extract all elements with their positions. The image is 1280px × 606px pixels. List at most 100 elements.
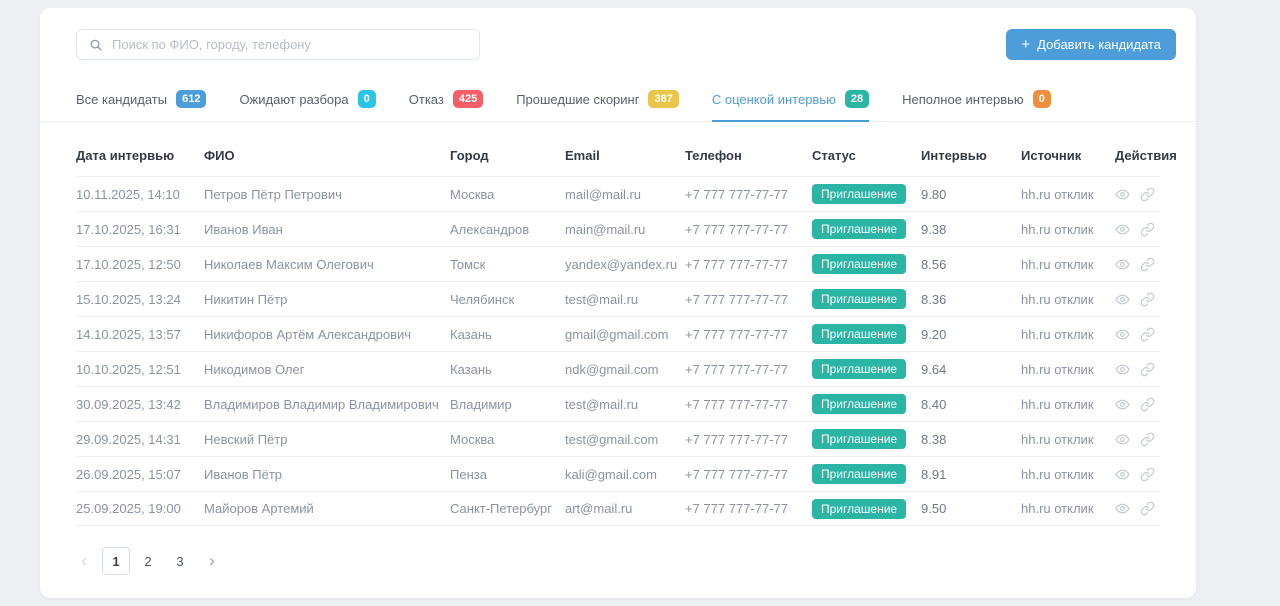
eye-icon[interactable] — [1115, 467, 1130, 482]
cell-source: hh.ru отклик — [1021, 361, 1094, 377]
cell-city: Пенза — [450, 466, 487, 482]
cell-date: 10.10.2025, 12:51 — [76, 361, 181, 377]
eye-icon[interactable] — [1115, 187, 1130, 202]
cell-actions — [1115, 327, 1160, 342]
cell-city: Москва — [450, 431, 495, 447]
tab-incomplete-interview[interactable]: Неполное интервью 0 — [902, 90, 1051, 122]
tab-label: Ожидают разбора — [239, 91, 349, 107]
cell-email: ndk@gmail.com — [565, 361, 659, 377]
tab-passed-scoring[interactable]: Прошедшие скоринг 387 — [516, 90, 679, 122]
cell-actions — [1115, 467, 1160, 482]
cell-date: 17.10.2025, 12:50 — [76, 256, 181, 272]
link-icon[interactable] — [1140, 432, 1155, 447]
tab-interview-scored[interactable]: С оценкой интервью 28 — [711, 90, 870, 122]
pagination-page-1[interactable]: 1 — [102, 547, 130, 575]
cell-date: 17.10.2025, 16:31 — [76, 221, 181, 237]
eye-icon[interactable] — [1115, 501, 1130, 516]
tab-awaiting-review[interactable]: Ожидают разбора 0 — [239, 90, 376, 122]
eye-icon[interactable] — [1115, 222, 1130, 237]
cell-name: Никодимов Олег — [204, 361, 305, 377]
cell-email: main@mail.ru — [565, 221, 646, 237]
cell-phone: +7 777 777-77-77 — [685, 396, 789, 412]
cell-phone: +7 777 777-77-77 — [685, 291, 789, 307]
cell-name: Никитин Пётр — [204, 291, 288, 307]
link-icon[interactable] — [1140, 257, 1155, 272]
cell-status: Приглашение — [812, 254, 921, 274]
eye-icon[interactable] — [1115, 292, 1130, 307]
cell-email: art@mail.ru — [565, 501, 633, 516]
column-header: Источник — [1021, 148, 1082, 163]
cell-date: 15.10.2025, 13:24 — [76, 291, 181, 307]
cell-city: Томск — [450, 256, 486, 272]
table-row: 29.09.2025, 14:31 Невский Пётр Москва test@… — [76, 421, 1160, 456]
tab-count-badge: 612 — [176, 90, 207, 108]
cell-status: Приглашение — [812, 324, 921, 344]
cell-city: Москва — [450, 186, 495, 202]
cell-actions — [1115, 432, 1160, 447]
pagination-prev-icon[interactable]: ‹ — [81, 551, 87, 570]
cell-email: kali@gmail.com — [565, 466, 657, 482]
column-header: Город — [450, 148, 489, 163]
cell-date: 25.09.2025, 19:00 — [76, 501, 181, 516]
column-header: Действия — [1115, 148, 1177, 163]
cell-phone: +7 777 777-77-77 — [685, 186, 789, 202]
link-icon[interactable] — [1140, 397, 1155, 412]
cell-name: Владимиров Владимир Владимирович — [204, 396, 439, 412]
pagination-page-3[interactable]: 3 — [176, 553, 184, 569]
cell-source: hh.ru отклик — [1021, 186, 1094, 202]
eye-icon[interactable] — [1115, 257, 1130, 272]
tab-label: С оценкой интервью — [711, 91, 836, 107]
cell-name: Николаев Максим Олегович — [204, 256, 374, 272]
link-icon[interactable] — [1140, 467, 1155, 482]
cell-score: 9.20 — [921, 326, 947, 342]
status-badge: Приглашение — [812, 498, 907, 519]
cell-score: 9.38 — [921, 221, 947, 237]
table-row: 17.10.2025, 16:31 Иванов Иван Александров m… — [76, 211, 1160, 246]
status-badge: Приглашение — [812, 359, 907, 379]
tab-label: Неполное интервью — [902, 91, 1024, 107]
link-icon[interactable] — [1140, 222, 1155, 237]
link-icon[interactable] — [1140, 501, 1155, 516]
cell-city: Челябинск — [450, 291, 515, 307]
link-icon[interactable] — [1140, 362, 1155, 377]
table-row: 30.09.2025, 13:42 Владимиров Владимир Вла… — [76, 386, 1160, 421]
add-candidate-button[interactable]: + Добавить кандидата — [1006, 29, 1176, 60]
cell-name: Иванов Иван — [204, 221, 283, 237]
status-badge: Приглашение — [812, 394, 907, 414]
eye-icon[interactable] — [1115, 432, 1130, 447]
search-box[interactable] — [76, 29, 480, 60]
pagination-page-2[interactable]: 2 — [144, 553, 152, 569]
tab-rejected[interactable]: Отказ 425 — [408, 90, 484, 122]
cell-name: Иванов Пётр — [204, 466, 283, 482]
search-input[interactable] — [112, 37, 467, 52]
cell-phone: +7 777 777-77-77 — [685, 431, 789, 447]
eye-icon[interactable] — [1115, 327, 1130, 342]
column-header: Дата интервью — [76, 148, 175, 163]
cell-status: Приглашение — [812, 394, 921, 414]
candidates-table: Дата интервью ФИО Город Email Телефон Статус И… — [40, 122, 1196, 526]
tab-all-candidates[interactable]: Все кандидаты 612 — [76, 90, 207, 122]
cell-city: Санкт-Петербург — [450, 501, 552, 516]
cell-status: Приглашение — [812, 219, 921, 239]
tab-label: Все кандидаты — [76, 91, 168, 107]
cell-status: Приглашение — [812, 429, 921, 449]
tab-count-badge: 0 — [357, 90, 376, 108]
cell-source: hh.ru отклик — [1021, 221, 1094, 237]
cell-source: hh.ru отклик — [1021, 501, 1094, 516]
cell-actions — [1115, 501, 1160, 516]
cell-score: 8.56 — [921, 256, 947, 272]
table-row: 26.09.2025, 15:07 Иванов Пётр Пенза kali@gm… — [76, 456, 1160, 491]
link-icon[interactable] — [1140, 187, 1155, 202]
tab-label: Отказ — [408, 91, 444, 107]
table-row: 14.10.2025, 13:57 Никифоров Артём Алексан… — [76, 316, 1160, 351]
pagination-next-icon[interactable]: › — [209, 551, 215, 570]
table-row: 10.11.2025, 14:10 Петров Пётр Петрович Мос… — [76, 176, 1160, 211]
cell-source: hh.ru отклик — [1021, 466, 1094, 482]
cell-score: 8.40 — [921, 396, 947, 412]
link-icon[interactable] — [1140, 292, 1155, 307]
cell-status: Приглашение — [812, 464, 921, 484]
eye-icon[interactable] — [1115, 397, 1130, 412]
link-icon[interactable] — [1140, 327, 1155, 342]
cell-date: 29.09.2025, 14:31 — [76, 431, 181, 447]
eye-icon[interactable] — [1115, 362, 1130, 377]
